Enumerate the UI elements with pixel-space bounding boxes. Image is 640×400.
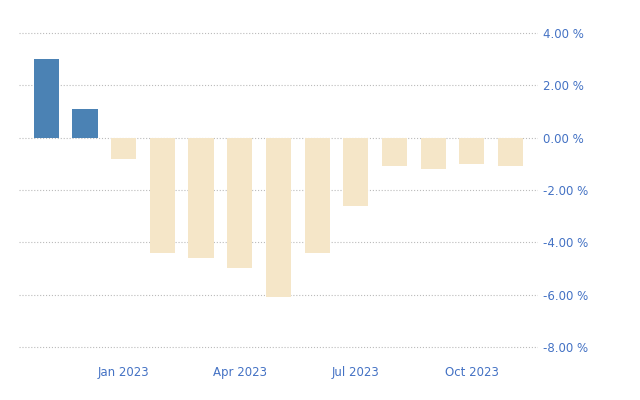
Bar — [227, 138, 252, 268]
Bar — [460, 138, 484, 164]
Bar — [111, 138, 136, 158]
Bar — [150, 138, 175, 253]
Bar — [420, 138, 445, 169]
Bar — [266, 138, 291, 297]
Bar — [343, 138, 369, 206]
Bar — [72, 109, 97, 138]
Bar — [34, 59, 59, 138]
Bar — [188, 138, 214, 258]
Bar — [498, 138, 523, 166]
Bar — [305, 138, 330, 253]
Bar — [382, 138, 407, 166]
